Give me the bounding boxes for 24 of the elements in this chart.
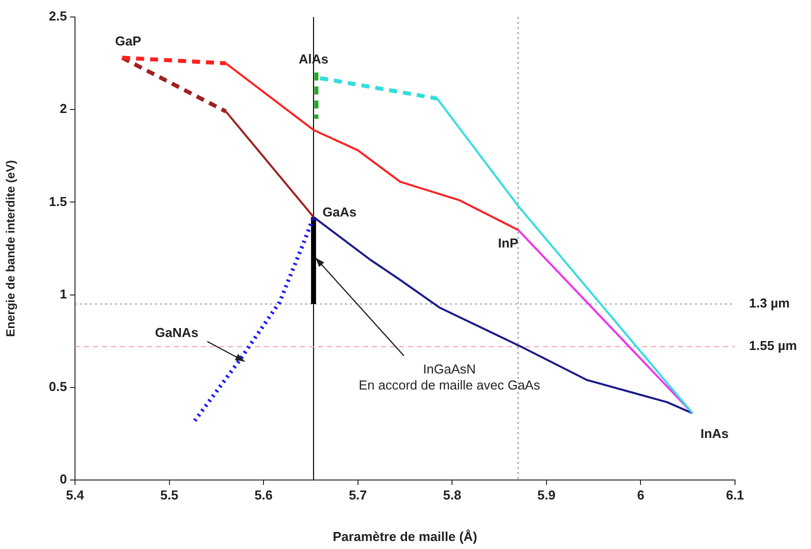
annotation: GaP (115, 33, 142, 48)
x-tick-label: 5.6 (254, 487, 273, 502)
y-tick-label: 0 (60, 472, 67, 487)
annotation: GaAs (322, 204, 357, 220)
y-axis-title: Energie de bande interdite (eV) (4, 160, 18, 337)
annotation: InAs (700, 426, 729, 441)
annotation: InP (498, 236, 519, 251)
x-tick-label: 5.4 (66, 487, 85, 502)
annotation: InGaAsN En accord de maille avec GaAs (358, 361, 541, 392)
x-tick-label: 5.7 (348, 487, 367, 502)
ref-line-label: 1.3 µm (749, 296, 790, 311)
x-tick-label: 5.8 (443, 487, 462, 502)
ref-line-label: 1.55 µm (749, 338, 797, 354)
y-tick-label: 0.5 (48, 378, 67, 394)
x-tick-label: 6.1 (726, 487, 744, 502)
x-tick-label: 5.9 (537, 487, 556, 502)
x-axis-title: Paramètre de maille (Å) (332, 528, 478, 544)
x-tick-label: 6 (637, 487, 644, 502)
y-tick-label: 1.5 (48, 194, 67, 209)
annotation: GaNAs (155, 325, 198, 340)
y-tick-label: 2 (60, 101, 67, 116)
y-tick-label: 1 (60, 286, 67, 302)
y-tick-label: 2.5 (48, 8, 67, 24)
x-tick-label: 5.5 (160, 487, 178, 502)
